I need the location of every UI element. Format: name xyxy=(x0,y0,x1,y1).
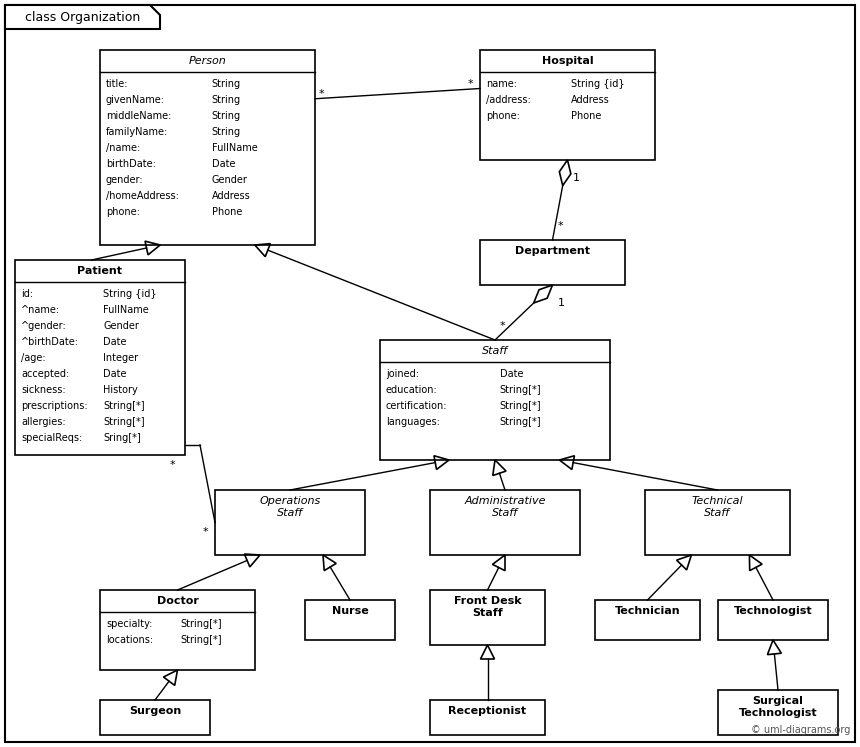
Text: String[*]: String[*] xyxy=(500,417,541,427)
Text: Integer: Integer xyxy=(103,353,138,363)
Text: String: String xyxy=(212,79,241,89)
Text: title:: title: xyxy=(106,79,128,89)
Text: String {id}: String {id} xyxy=(103,289,157,299)
Text: phone:: phone: xyxy=(486,111,520,121)
Text: givenName:: givenName: xyxy=(106,95,165,105)
Text: *: * xyxy=(500,321,506,331)
Text: Department: Department xyxy=(515,246,590,256)
Text: Staff: Staff xyxy=(482,346,508,356)
Text: Sring[*]: Sring[*] xyxy=(103,433,141,443)
Text: languages:: languages: xyxy=(386,417,439,427)
Text: FullName: FullName xyxy=(212,143,257,153)
Bar xyxy=(430,590,545,645)
Text: String: String xyxy=(212,95,241,105)
Text: name:: name: xyxy=(486,79,517,89)
Text: Date: Date xyxy=(103,369,127,379)
Text: middleName:: middleName: xyxy=(106,111,171,121)
Text: familyName:: familyName: xyxy=(106,127,169,137)
Polygon shape xyxy=(5,5,160,29)
Bar xyxy=(718,690,838,735)
Text: *: * xyxy=(319,89,324,99)
Text: Operations
Staff: Operations Staff xyxy=(260,496,321,518)
Text: ^birthDate:: ^birthDate: xyxy=(21,337,79,347)
Bar xyxy=(645,490,790,555)
Text: specialty:: specialty: xyxy=(106,619,152,629)
Text: /homeAddress:: /homeAddress: xyxy=(106,191,179,201)
Text: *: * xyxy=(468,78,474,88)
Bar xyxy=(215,490,365,555)
Text: Surgeon: Surgeon xyxy=(129,706,181,716)
Text: gender:: gender: xyxy=(106,175,144,185)
Text: 1: 1 xyxy=(557,298,564,308)
Text: class Organization: class Organization xyxy=(25,10,140,23)
Bar xyxy=(480,50,655,160)
Text: Receptionist: Receptionist xyxy=(448,706,526,716)
Text: Address: Address xyxy=(212,191,250,201)
Text: Date: Date xyxy=(212,159,236,169)
Text: String[*]: String[*] xyxy=(181,635,222,645)
Text: Nurse: Nurse xyxy=(332,606,368,616)
Bar xyxy=(480,240,625,285)
Text: specialReqs:: specialReqs: xyxy=(21,433,83,443)
Text: String: String xyxy=(212,127,241,137)
Text: joined:: joined: xyxy=(386,369,419,379)
Text: Date: Date xyxy=(500,369,523,379)
Text: Front Desk
Staff: Front Desk Staff xyxy=(454,596,521,618)
Text: Doctor: Doctor xyxy=(157,596,199,606)
Text: Surgical
Technologist: Surgical Technologist xyxy=(739,696,817,718)
Text: Technician: Technician xyxy=(615,606,680,616)
Text: prescriptions:: prescriptions: xyxy=(21,401,88,411)
Text: Gender: Gender xyxy=(212,175,248,185)
Text: Technologist: Technologist xyxy=(734,606,813,616)
Text: Hospital: Hospital xyxy=(542,56,593,66)
Text: sickness:: sickness: xyxy=(21,385,65,395)
Bar xyxy=(380,340,610,460)
Bar xyxy=(430,490,580,555)
Text: Gender: Gender xyxy=(103,321,139,331)
Text: Technical
Staff: Technical Staff xyxy=(691,496,743,518)
Text: phone:: phone: xyxy=(106,207,140,217)
Bar xyxy=(100,700,210,735)
Text: *: * xyxy=(203,527,209,538)
Bar xyxy=(305,600,395,640)
Text: education:: education: xyxy=(386,385,438,395)
Text: birthDate:: birthDate: xyxy=(106,159,156,169)
Text: locations:: locations: xyxy=(106,635,153,645)
Text: /address:: /address: xyxy=(486,95,531,105)
Text: allergies:: allergies: xyxy=(21,417,65,427)
Text: accepted:: accepted: xyxy=(21,369,70,379)
Text: ^name:: ^name: xyxy=(21,305,60,315)
Text: String[*]: String[*] xyxy=(181,619,222,629)
Text: /name:: /name: xyxy=(106,143,140,153)
Text: id:: id: xyxy=(21,289,34,299)
Bar xyxy=(15,260,185,455)
Text: History: History xyxy=(103,385,138,395)
Text: Address: Address xyxy=(571,95,610,105)
Text: Person: Person xyxy=(188,56,226,66)
Text: *: * xyxy=(170,460,175,470)
Text: String[*]: String[*] xyxy=(103,401,145,411)
Text: certification:: certification: xyxy=(386,401,447,411)
Text: ^gender:: ^gender: xyxy=(21,321,67,331)
Bar xyxy=(100,590,255,670)
Text: 1: 1 xyxy=(573,173,580,183)
Text: /age:: /age: xyxy=(21,353,46,363)
Bar xyxy=(100,50,315,245)
Text: © uml-diagrams.org: © uml-diagrams.org xyxy=(751,725,850,735)
Text: String: String xyxy=(212,111,241,121)
Bar xyxy=(595,600,700,640)
Text: Date: Date xyxy=(103,337,127,347)
Text: FullName: FullName xyxy=(103,305,149,315)
Text: Patient: Patient xyxy=(77,266,122,276)
Text: Phone: Phone xyxy=(571,111,601,121)
Text: String[*]: String[*] xyxy=(500,401,541,411)
Text: Phone: Phone xyxy=(212,207,243,217)
Text: *: * xyxy=(557,221,563,231)
Text: String[*]: String[*] xyxy=(500,385,541,395)
Text: String[*]: String[*] xyxy=(103,417,145,427)
Bar xyxy=(430,700,545,735)
Text: String {id}: String {id} xyxy=(571,79,624,89)
Text: Administrative
Staff: Administrative Staff xyxy=(464,496,546,518)
Bar xyxy=(718,600,828,640)
